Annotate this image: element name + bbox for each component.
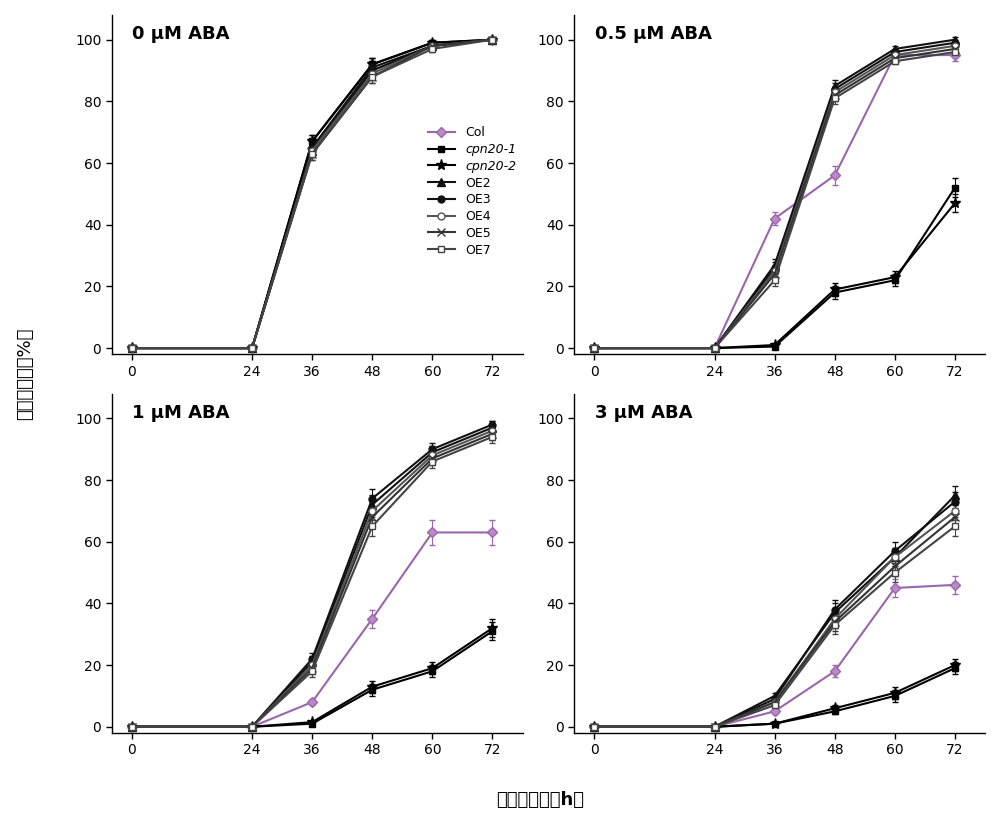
- Text: 0.5 μM ABA: 0.5 μM ABA: [595, 25, 712, 43]
- Text: 种子萌发率（%）: 种子萌发率（%）: [16, 328, 34, 420]
- Text: 3 μM ABA: 3 μM ABA: [595, 404, 692, 422]
- Text: 1 μM ABA: 1 μM ABA: [132, 404, 230, 422]
- Text: 层积后时间（h）: 层积后时间（h）: [496, 791, 584, 809]
- Text: 0 μM ABA: 0 μM ABA: [132, 25, 230, 43]
- Legend: Col, cpn20-1, cpn20-2, OE2, OE3, OE4, OE5, OE7: Col, cpn20-1, cpn20-2, OE2, OE3, OE4, OE…: [428, 126, 516, 257]
